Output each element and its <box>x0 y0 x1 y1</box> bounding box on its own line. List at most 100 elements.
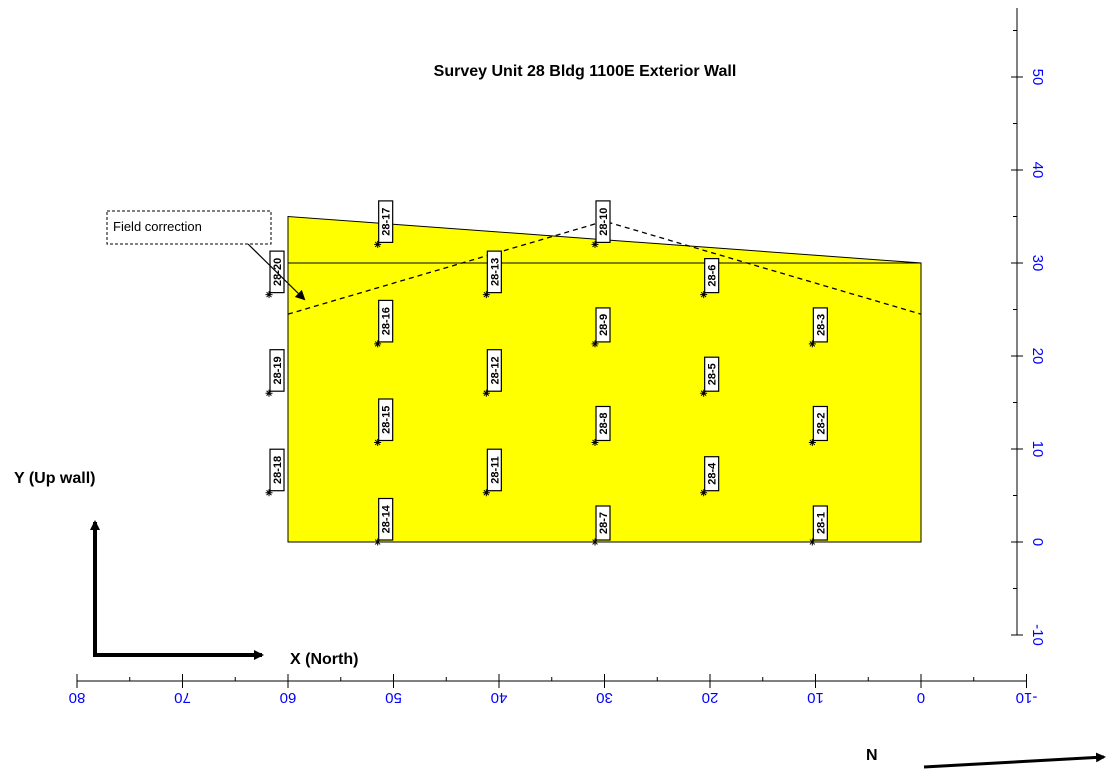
x-tick-label: 40 <box>491 689 508 706</box>
field-correction-line <box>287 220 922 315</box>
point-label: 28-13 <box>489 258 501 286</box>
y-tick-label: -10 <box>1029 624 1046 646</box>
y-tick-label: 50 <box>1029 69 1046 86</box>
survey-point: 28-13 <box>482 250 502 299</box>
point-label: 28-12 <box>489 356 501 384</box>
point-label: 28-5 <box>707 363 719 385</box>
x-tick-label: 80 <box>69 689 86 706</box>
point-label-box <box>812 505 828 541</box>
survey-point: 28-18 <box>265 448 285 497</box>
point-label: 28-20 <box>272 258 284 286</box>
survey-point: 28-16 <box>374 299 394 348</box>
north-arrow-icon <box>923 752 1106 769</box>
x-tick-label: 0 <box>917 689 925 706</box>
y-tick-label: 30 <box>1029 255 1046 272</box>
point-marker <box>591 538 599 546</box>
y-axis-direction-label: Y (Up wall) <box>14 470 96 487</box>
point-label: 28-3 <box>815 314 827 336</box>
y-axis: 50 40 30 20 10 0 -10 <box>1011 8 1046 646</box>
x-tick-label: 10 <box>807 689 824 706</box>
survey-point: 28-9 <box>591 307 611 348</box>
point-label-box <box>812 307 828 343</box>
wall-surface <box>287 215 922 543</box>
survey-point: 28-14 <box>374 497 394 546</box>
point-label-box <box>378 398 394 442</box>
field-correction-callout: Field correction <box>106 210 306 301</box>
survey-point: 28-8 <box>591 405 611 446</box>
point-label: 28-15 <box>381 406 393 434</box>
x-axis-direction-label: X (North) <box>290 651 358 668</box>
point-label: 28-10 <box>598 208 610 236</box>
point-marker <box>374 438 382 446</box>
point-marker <box>265 489 273 497</box>
point-label-box <box>378 299 394 343</box>
point-label: 28-2 <box>815 412 827 434</box>
y-tick-label: 0 <box>1029 538 1046 546</box>
x-tick-label: 70 <box>174 689 191 706</box>
orientation-arrows: Y (Up wall) X (North) N <box>14 470 1106 769</box>
point-label-box <box>595 505 611 541</box>
point-label: 28-9 <box>598 314 610 336</box>
point-label: 28-19 <box>272 356 284 384</box>
point-label: 28-17 <box>381 208 393 236</box>
point-label-box <box>269 349 285 392</box>
survey-point: 28-3 <box>808 307 828 348</box>
x-tick-label: 50 <box>385 689 402 706</box>
x-tick-label: 30 <box>596 689 613 706</box>
point-marker <box>700 389 708 397</box>
survey-point: 28-12 <box>482 349 502 397</box>
survey-point: 28-6 <box>700 258 720 299</box>
point-label-box <box>378 200 394 243</box>
point-label-box <box>486 448 502 492</box>
y-tick-label: 40 <box>1029 162 1046 179</box>
point-label: 28-16 <box>381 307 393 335</box>
point-marker <box>808 538 816 546</box>
point-label: 28-7 <box>598 512 610 534</box>
point-marker <box>591 340 599 348</box>
point-label-box <box>595 405 611 442</box>
point-label-box <box>486 250 502 294</box>
point-marker <box>374 538 382 546</box>
y-tick-label: 10 <box>1029 441 1046 458</box>
point-label: 28-4 <box>707 462 719 485</box>
point-label-box <box>704 456 720 492</box>
point-label: 28-1 <box>815 512 827 534</box>
survey-points: 28-1 28-2 28-3 28-4 28-5 28-6 28-7 28-8 28-9 28-1… <box>265 200 828 546</box>
point-marker <box>374 240 382 248</box>
point-marker <box>265 389 273 397</box>
survey-point: 28-20 <box>265 250 285 299</box>
annotation-text: Field correction <box>113 219 202 234</box>
survey-point: 28-7 <box>591 505 611 546</box>
survey-point: 28-11 <box>482 448 502 497</box>
survey-point: 28-17 <box>374 200 394 248</box>
annotation-box <box>106 210 272 245</box>
point-label-box <box>378 497 394 541</box>
survey-point: 28-19 <box>265 349 285 397</box>
point-marker <box>808 438 816 446</box>
survey-point: 28-4 <box>700 456 720 497</box>
point-marker <box>482 489 490 497</box>
point-label: 28-6 <box>707 265 719 287</box>
x-tick-label: 20 <box>702 689 719 706</box>
point-label-box <box>595 307 611 343</box>
point-label-box <box>269 448 285 492</box>
survey-point: 28-2 <box>808 405 828 446</box>
x-tick-label: -10 <box>1016 689 1038 706</box>
north-label: N <box>866 747 878 764</box>
point-label: 28-8 <box>598 412 610 434</box>
point-label-box <box>595 200 611 243</box>
y-tick-label: 20 <box>1029 348 1046 365</box>
point-marker <box>808 340 816 348</box>
point-marker <box>265 291 273 299</box>
point-label: 28-11 <box>489 456 501 484</box>
survey-point: 28-5 <box>700 356 720 397</box>
chart-title: Survey Unit 28 Bldg 1100E Exterior Wall <box>434 63 737 80</box>
point-label: 28-14 <box>381 504 393 533</box>
point-label-box <box>486 349 502 392</box>
point-marker <box>591 438 599 446</box>
point-label-box <box>812 405 828 442</box>
x-axis: 80 70 60 50 40 30 20 10 0 -10 <box>69 674 1038 706</box>
point-marker <box>374 340 382 348</box>
point-marker <box>700 291 708 299</box>
